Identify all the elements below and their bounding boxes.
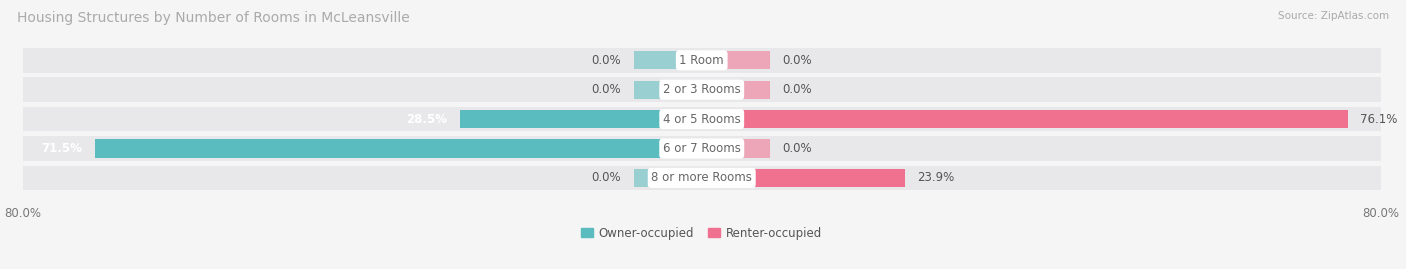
Bar — [702, 51, 769, 69]
Text: 0.0%: 0.0% — [592, 54, 621, 67]
Bar — [22, 48, 1381, 73]
Bar — [702, 139, 769, 158]
Bar — [634, 169, 702, 187]
Text: 2 or 3 Rooms: 2 or 3 Rooms — [662, 83, 741, 96]
Bar — [702, 169, 904, 187]
Text: 8 or more Rooms: 8 or more Rooms — [651, 171, 752, 185]
Text: 71.5%: 71.5% — [41, 142, 82, 155]
Text: 23.9%: 23.9% — [917, 171, 955, 185]
Bar — [22, 77, 1381, 102]
Bar — [22, 107, 1381, 132]
Text: 4 or 5 Rooms: 4 or 5 Rooms — [662, 113, 741, 126]
Bar — [22, 165, 1381, 190]
Bar — [702, 110, 1348, 128]
Text: 0.0%: 0.0% — [782, 142, 813, 155]
Text: 1 Room: 1 Room — [679, 54, 724, 67]
Text: 6 or 7 Rooms: 6 or 7 Rooms — [662, 142, 741, 155]
Legend: Owner-occupied, Renter-occupied: Owner-occupied, Renter-occupied — [576, 222, 827, 244]
Text: 0.0%: 0.0% — [592, 83, 621, 96]
Text: Source: ZipAtlas.com: Source: ZipAtlas.com — [1278, 11, 1389, 21]
Bar — [22, 136, 1381, 161]
Text: 28.5%: 28.5% — [406, 113, 447, 126]
Text: 0.0%: 0.0% — [782, 54, 813, 67]
Bar — [702, 81, 769, 99]
Text: 0.0%: 0.0% — [592, 171, 621, 185]
Bar — [634, 51, 702, 69]
Bar — [94, 139, 702, 158]
Text: 0.0%: 0.0% — [782, 83, 813, 96]
Bar — [460, 110, 702, 128]
Text: Housing Structures by Number of Rooms in McLeansville: Housing Structures by Number of Rooms in… — [17, 11, 409, 25]
Text: 76.1%: 76.1% — [1361, 113, 1398, 126]
Bar — [634, 81, 702, 99]
